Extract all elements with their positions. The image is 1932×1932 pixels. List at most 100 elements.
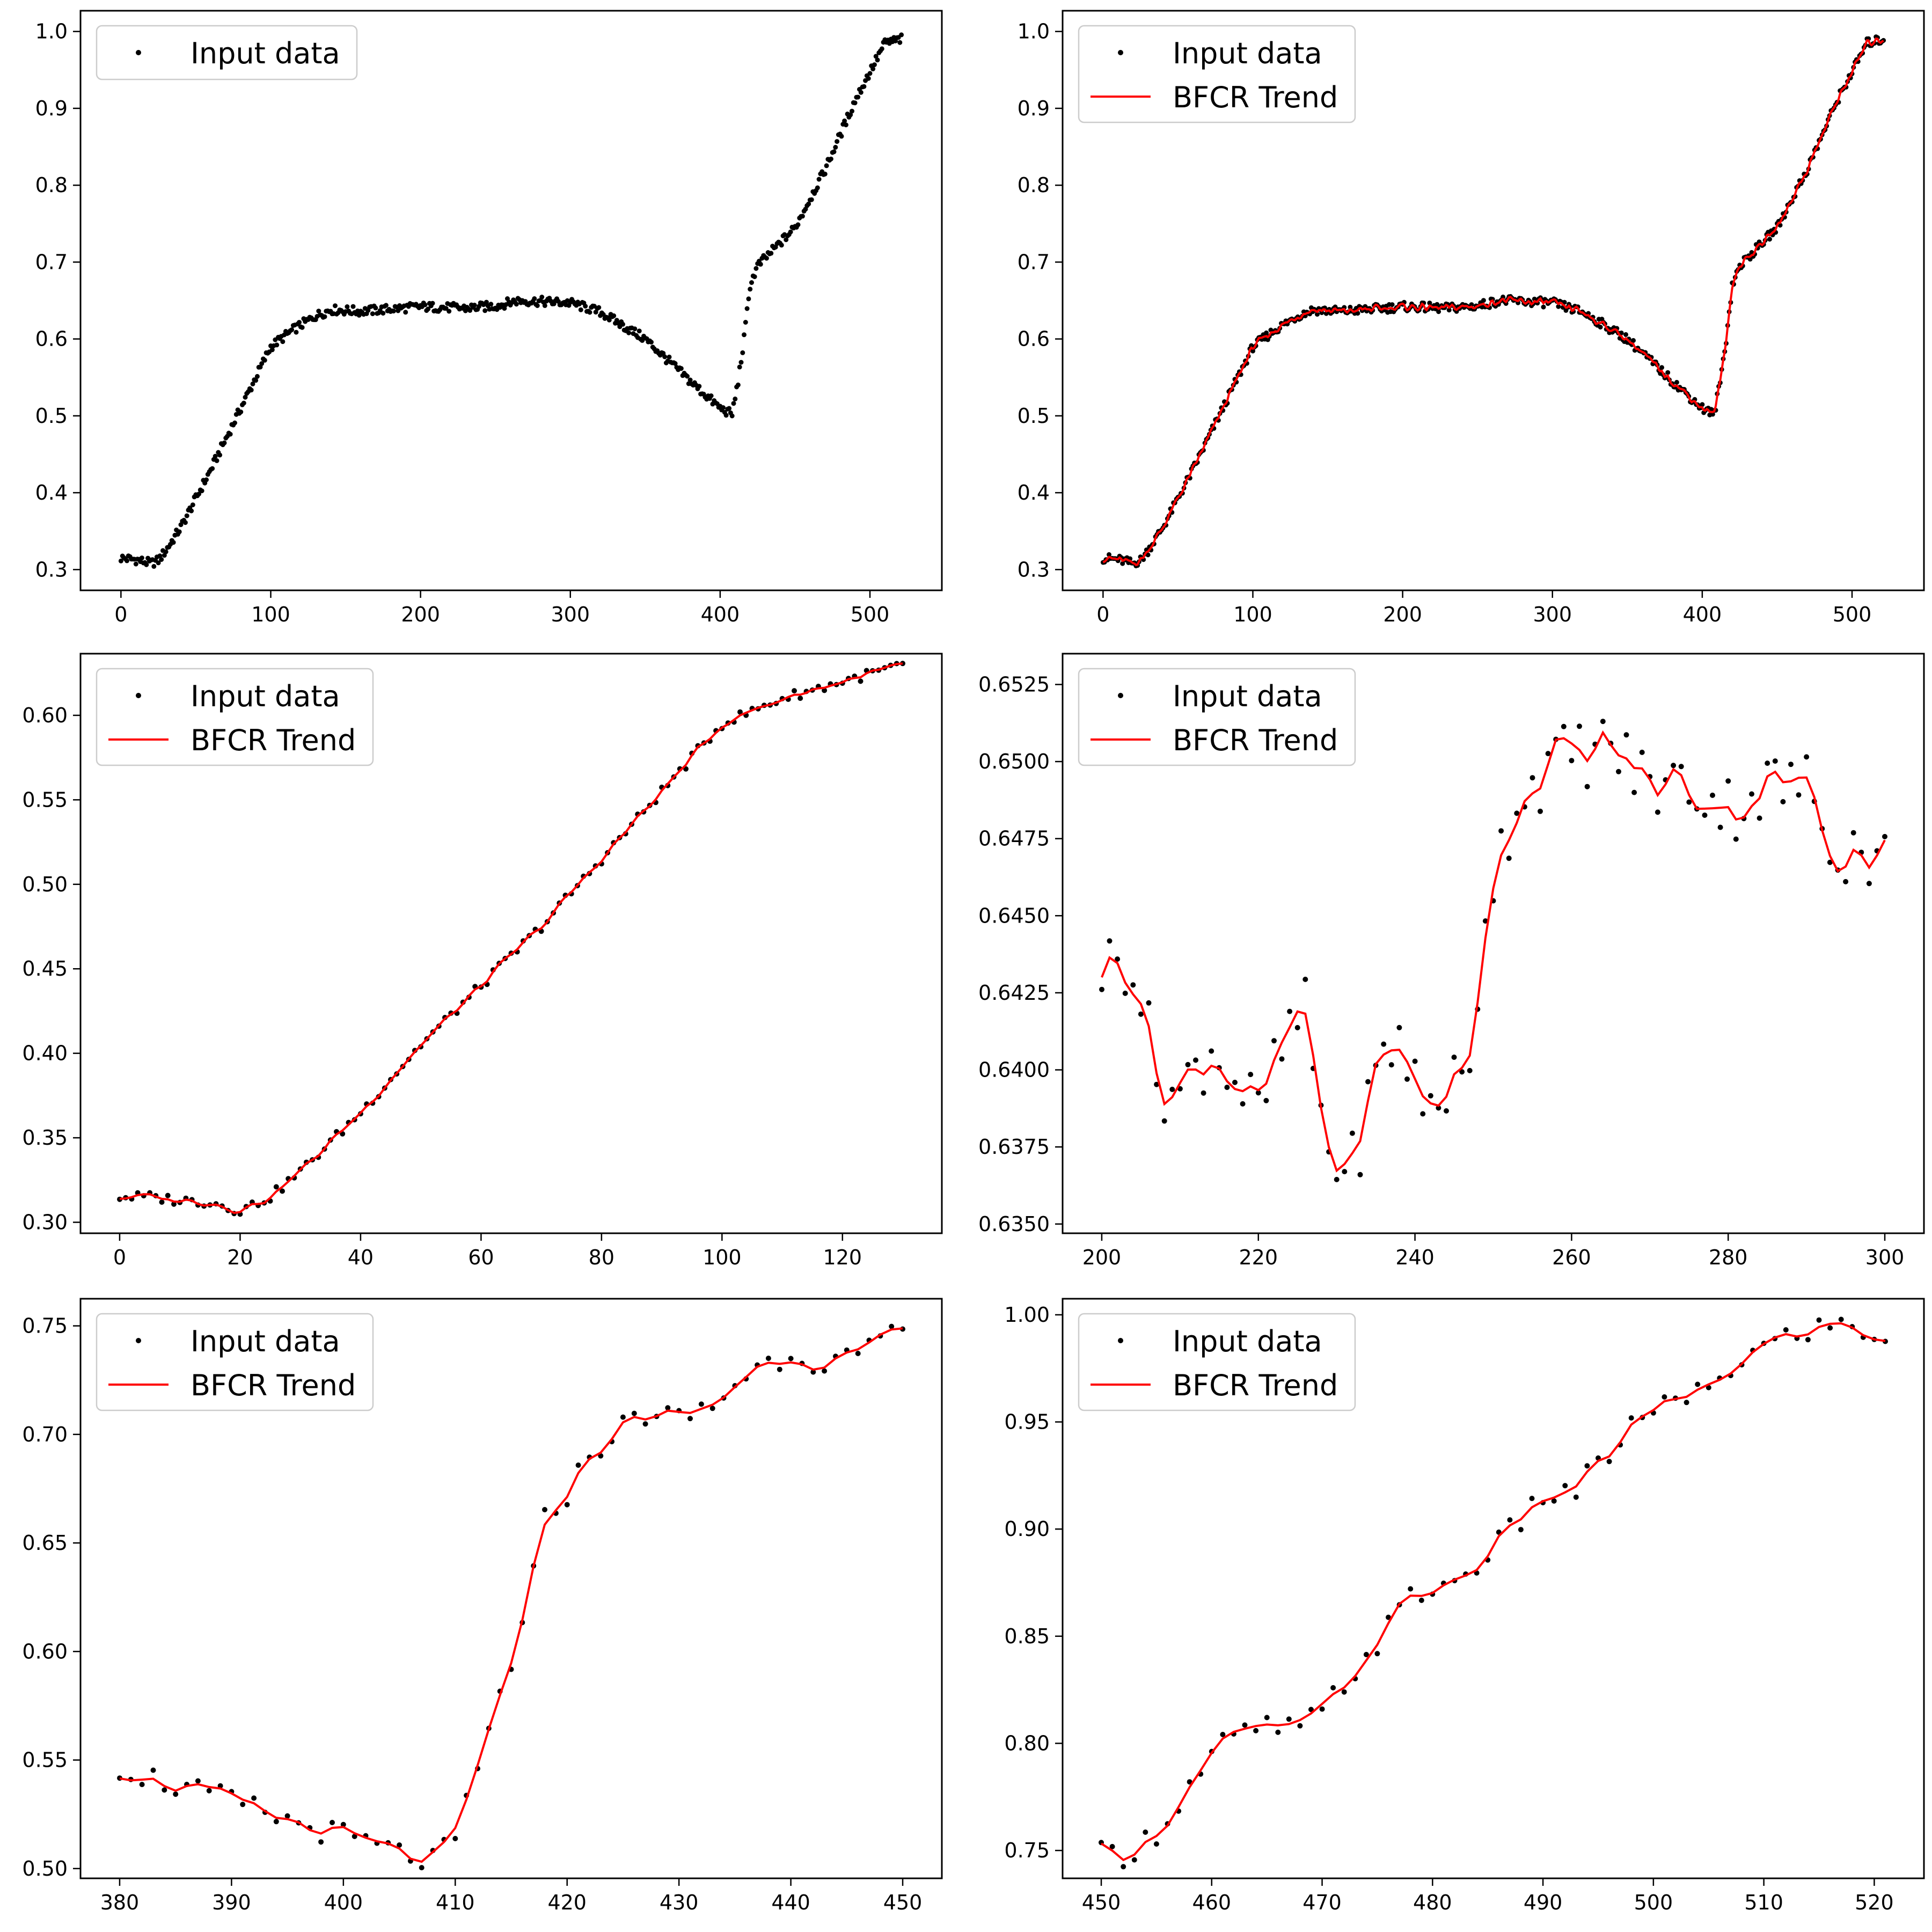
data-point	[1121, 1864, 1126, 1870]
y-tick-label: 0.7	[35, 250, 68, 274]
data-point	[139, 1782, 145, 1788]
data-point	[1459, 1069, 1465, 1075]
data-point	[685, 374, 690, 379]
data-point	[1561, 723, 1567, 729]
data-point	[1275, 1729, 1281, 1735]
data-point	[150, 1767, 156, 1773]
x-tick-label: 260	[1552, 1246, 1591, 1269]
data-point	[1788, 762, 1794, 767]
data-point	[373, 305, 378, 311]
data-point	[1541, 304, 1546, 310]
data-point	[740, 350, 745, 355]
data-point	[1342, 1169, 1348, 1175]
data-point	[815, 185, 820, 191]
data-point	[316, 309, 321, 314]
x-tick-label: 120	[823, 1246, 862, 1269]
data-point	[1827, 1325, 1833, 1331]
data-point	[1201, 1090, 1206, 1096]
data-point	[1232, 1079, 1238, 1085]
legend-box	[96, 668, 374, 766]
x-tick-label: 400	[1683, 603, 1722, 626]
data-point	[822, 1368, 828, 1374]
x-tick-label: 0	[114, 603, 127, 626]
data-point	[330, 1820, 335, 1825]
data-point	[769, 251, 774, 256]
data-point	[1330, 1685, 1336, 1690]
data-point	[1446, 308, 1452, 313]
data-point	[254, 374, 260, 379]
y-tick-label: 0.6	[1018, 327, 1050, 351]
data-point	[809, 197, 814, 202]
legend: Input data BFCR Trend	[96, 668, 374, 766]
data-point	[1286, 1716, 1292, 1722]
data-point	[1695, 1381, 1701, 1387]
data-point	[1120, 561, 1125, 566]
data-point	[737, 364, 742, 370]
panel-bottom-left: 380 390 400 410 420 430 440 450 0.50 0.55 0.60 0.65…	[22, 1298, 943, 1914]
data-point	[1408, 1586, 1414, 1592]
data-point	[1529, 1496, 1535, 1502]
data-point	[1420, 1111, 1426, 1117]
data-point	[488, 302, 494, 307]
data-point	[1255, 1090, 1261, 1096]
x-tick-label: 400	[324, 1891, 363, 1914]
data-point	[514, 302, 519, 307]
legend-box	[96, 1313, 374, 1411]
data-point	[532, 296, 537, 301]
data-point	[447, 309, 452, 314]
data-point	[899, 32, 904, 38]
data-point	[723, 413, 729, 418]
data-point	[672, 361, 678, 366]
y-tick-label: 0.35	[22, 1126, 68, 1150]
y-tick-label: 0.6375	[978, 1135, 1050, 1159]
y-tick-label: 0.55	[22, 1748, 68, 1772]
data-point	[879, 46, 884, 52]
x-tick-label: 100	[251, 603, 290, 626]
x-tick-label: 20	[227, 1246, 253, 1269]
data-point	[875, 57, 880, 63]
panel-top-left: 0 100 200 300 400 500 0.3 0.4 0.5 0.6 0.7 0.8 0.9 1.0…	[35, 10, 943, 626]
data-point	[828, 156, 833, 162]
data-point	[542, 303, 547, 308]
data-point	[1507, 1517, 1513, 1523]
x-tick-label: 450	[1082, 1891, 1121, 1914]
y-tick-label: 0.65	[22, 1531, 68, 1555]
data-point	[1109, 1843, 1115, 1849]
x-tick-label: 400	[701, 603, 740, 626]
x-tick-label: 0	[1096, 603, 1109, 626]
data-point	[403, 310, 408, 315]
data-point	[1349, 1130, 1355, 1136]
plot-area	[117, 1323, 905, 1871]
data-point	[1436, 309, 1441, 314]
data-point	[213, 453, 218, 459]
data-point	[748, 287, 753, 292]
legend: Input data	[96, 25, 358, 80]
y-tick-label: 0.6400	[978, 1058, 1050, 1082]
data-point	[620, 321, 625, 327]
panel-middle-right: 200 220 240 260 280 300 0.6350 0.6375 0.6400 0.64…	[978, 653, 1925, 1269]
x-tick-label: 220	[1239, 1246, 1278, 1269]
data-point	[1598, 325, 1603, 330]
data-point	[294, 330, 299, 335]
y-tick-label: 0.50	[22, 873, 68, 896]
data-point	[1783, 1327, 1789, 1333]
y-tick-label: 0.40	[22, 1042, 68, 1065]
trend-line	[119, 662, 903, 1214]
data-point	[788, 1356, 794, 1362]
data-point	[156, 560, 161, 566]
y-tick-label: 0.3	[35, 558, 68, 581]
data-point	[217, 452, 223, 458]
data-point	[318, 1839, 324, 1845]
data-point	[1365, 1079, 1371, 1085]
plot-area	[1100, 34, 1886, 568]
data-point	[1562, 299, 1567, 305]
data-point	[1122, 990, 1128, 996]
data-point	[727, 406, 732, 411]
data-point	[352, 1833, 357, 1839]
data-point	[240, 1802, 246, 1807]
data-point	[1600, 719, 1606, 724]
panel-top-right: 0 100 200 300 400 500 0.3 0.4 0.5 0.6 0.7 0.8 0.9 1.0…	[1018, 10, 1925, 626]
data-point	[210, 466, 215, 471]
x-tick-label: 510	[1744, 1891, 1783, 1914]
